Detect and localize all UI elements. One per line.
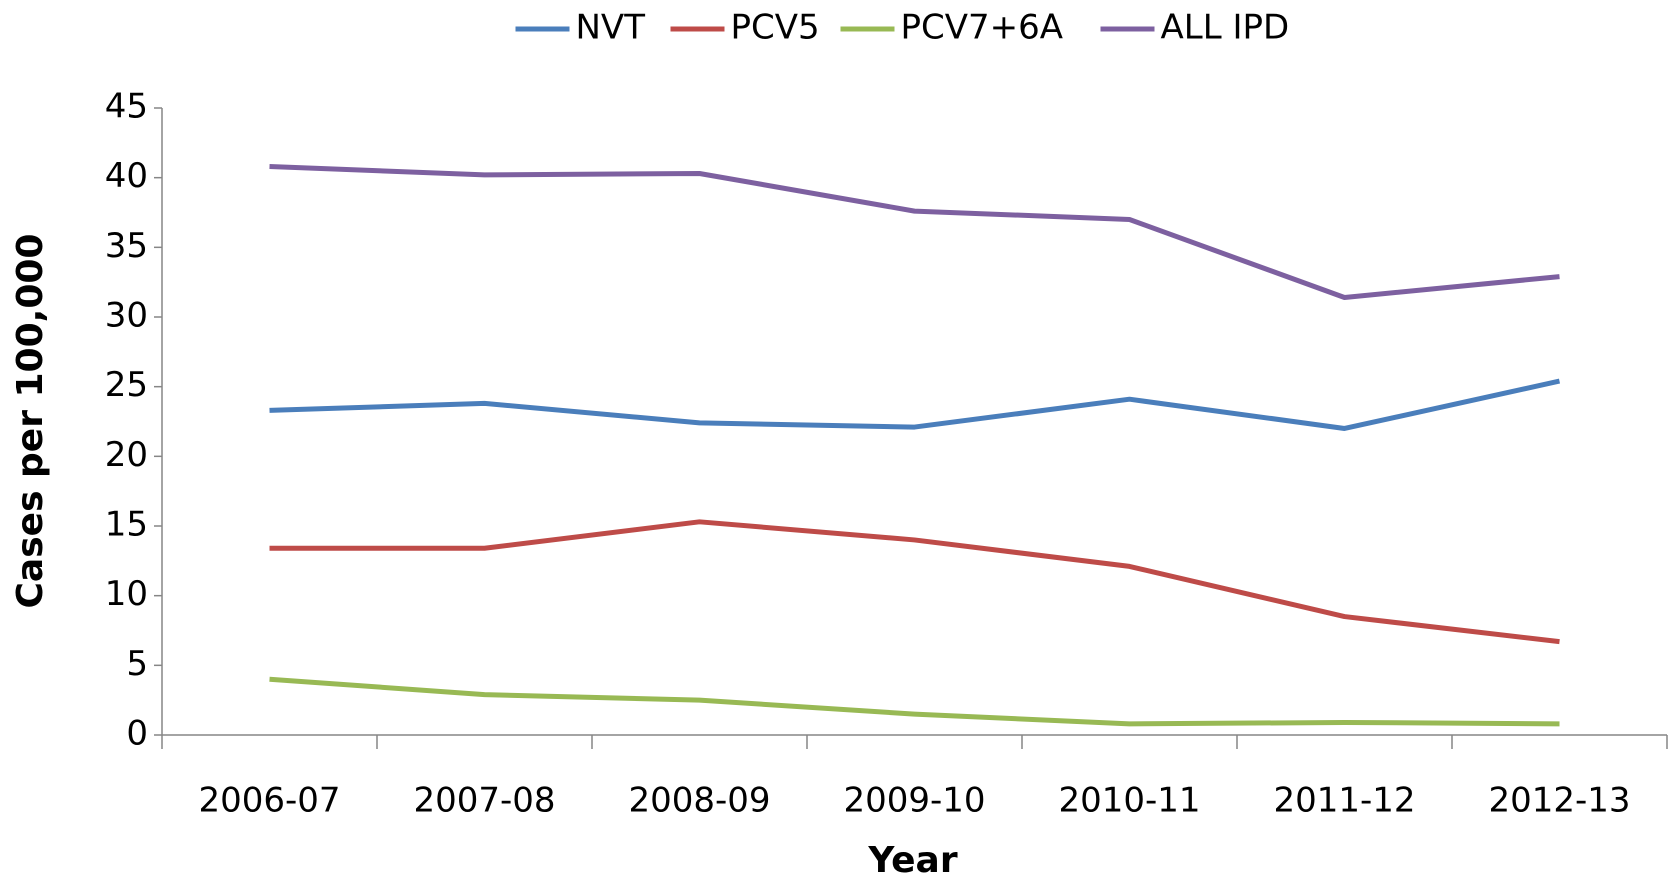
y-tick-label: 35 — [105, 226, 148, 266]
x-tick-label: 2008-09 — [628, 781, 770, 821]
series-line — [269, 164, 1560, 300]
y-tick-label: 0 — [126, 714, 148, 754]
y-tick-label: 30 — [105, 296, 148, 336]
series-line — [269, 519, 1560, 645]
x-tick-label: 2012-13 — [1488, 781, 1630, 821]
x-tick-label: 2010-11 — [1058, 781, 1200, 821]
y-tick-label: 15 — [105, 505, 148, 545]
y-tick-label: 40 — [105, 156, 148, 196]
legend-label: PCV5 — [731, 8, 820, 48]
y-tick-label: 25 — [105, 365, 148, 405]
x-tick-label: 2006-07 — [198, 781, 340, 821]
x-tick-label: 2009-10 — [843, 781, 985, 821]
y-tick-label: 45 — [105, 87, 148, 127]
x-tick-label: 2011-12 — [1273, 781, 1415, 821]
legend-label: ALL IPD — [1161, 8, 1290, 48]
y-axis-title: Cases per 100,000 — [10, 234, 51, 609]
x-axis-title: Year — [867, 840, 957, 881]
x-tick-label: 2007-08 — [413, 781, 555, 821]
legend-label: PCV7+6A — [901, 8, 1064, 48]
legend-label: NVT — [576, 8, 646, 48]
y-tick-label: 5 — [126, 644, 148, 684]
y-tick-label: 10 — [105, 574, 148, 614]
series-line — [269, 676, 1560, 727]
series-line — [269, 378, 1561, 431]
y-tick-label: 20 — [105, 435, 148, 475]
